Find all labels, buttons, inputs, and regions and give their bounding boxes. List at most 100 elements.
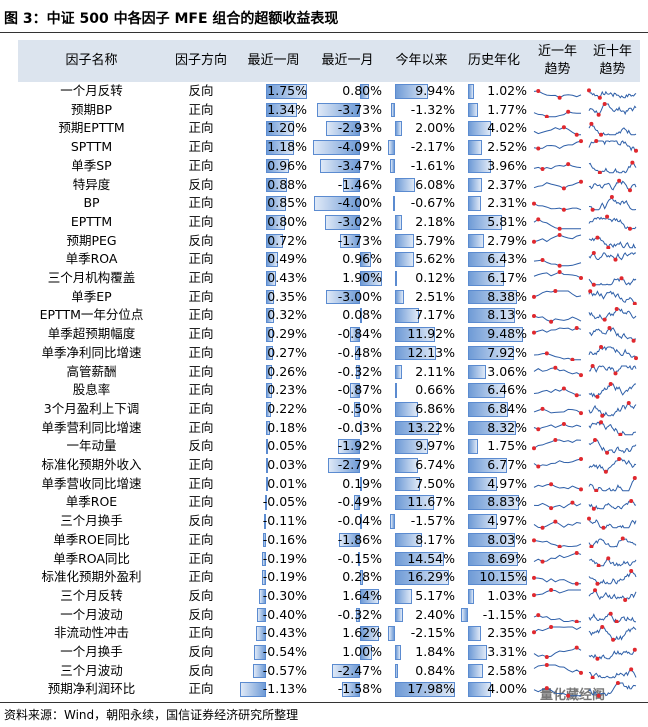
sparkline xyxy=(532,288,582,299)
value-cell: 0.96% xyxy=(342,251,382,267)
data-bar xyxy=(395,383,398,398)
factor-name: 三个月波动 xyxy=(60,662,123,678)
value-cell: -2.79% xyxy=(337,457,382,472)
data-bar xyxy=(467,495,520,511)
value-cell: -3.02% xyxy=(337,213,382,229)
factor-direction: 正向 xyxy=(188,550,214,566)
value-cell: 6.84% xyxy=(487,400,527,416)
data-bar xyxy=(395,214,403,230)
sparkline xyxy=(533,270,583,281)
data-bar xyxy=(395,289,404,305)
data-bar xyxy=(253,663,267,679)
data-bar xyxy=(467,383,506,398)
data-bar xyxy=(266,420,271,436)
header-cell: 近一年 xyxy=(537,44,577,59)
data-bar xyxy=(467,233,484,249)
data-bar xyxy=(263,514,267,529)
value-cell: -3.00% xyxy=(337,288,382,304)
factor-name: 非流动性冲击 xyxy=(53,625,129,641)
sparkline xyxy=(533,351,581,362)
value-cell: 6.08% xyxy=(415,176,455,192)
factor-direction: 反向 xyxy=(188,83,214,98)
value-cell: 8.69% xyxy=(487,550,527,566)
data-bar xyxy=(467,645,488,660)
data-bar xyxy=(395,271,398,286)
data-bar xyxy=(467,458,508,473)
data-bar xyxy=(359,514,362,529)
sparkline xyxy=(532,625,582,635)
factor-name: 单季EP xyxy=(71,288,112,304)
data-bar xyxy=(467,121,492,137)
sparkline xyxy=(588,536,637,549)
value-cell: 6.86% xyxy=(415,400,455,416)
data-bar xyxy=(395,682,455,698)
sparkline xyxy=(532,201,582,212)
value-cell: 6.74% xyxy=(415,457,455,472)
value-cell: 0.18% xyxy=(267,419,307,435)
data-bar xyxy=(266,121,295,137)
sparkline xyxy=(533,109,582,119)
sparkline xyxy=(533,457,583,469)
data-bar xyxy=(395,401,418,417)
factor-direction: 正向 xyxy=(188,457,214,472)
value-cell: -0.05% xyxy=(262,494,307,510)
factor-direction: 正向 xyxy=(188,569,214,585)
data-bar xyxy=(395,588,413,604)
data-bar xyxy=(467,663,483,679)
value-cell: 1.84% xyxy=(415,644,455,659)
value-cell: 13.22% xyxy=(407,419,455,435)
sparkline xyxy=(588,122,637,138)
factor-direction: 正向 xyxy=(188,344,214,360)
value-cell: -0.48% xyxy=(337,344,382,360)
value-cell: 1.02% xyxy=(487,83,527,98)
data-bar xyxy=(266,476,269,492)
value-cell: -0.49% xyxy=(337,494,382,510)
data-bar xyxy=(467,177,482,193)
data-bar xyxy=(266,177,287,193)
value-cell: -0.84% xyxy=(337,326,382,342)
factor-name: 单季SP xyxy=(71,157,112,173)
data-bar xyxy=(395,458,418,473)
data-bar xyxy=(395,420,440,436)
sparkline xyxy=(587,88,637,100)
factor-direction: 正向 xyxy=(188,494,214,510)
value-cell: 5.62% xyxy=(415,251,455,267)
data-bar xyxy=(389,158,396,174)
sparkline xyxy=(588,555,637,568)
value-cell: 2.31% xyxy=(487,195,527,211)
sparkline xyxy=(532,438,582,451)
data-bar xyxy=(360,252,372,267)
data-bar xyxy=(266,140,294,155)
data-bar xyxy=(259,588,267,604)
factor-direction: 正向 xyxy=(188,270,214,285)
data-bar xyxy=(261,570,267,585)
sparkline xyxy=(588,307,637,322)
factor-direction: 正向 xyxy=(188,157,214,173)
data-bar xyxy=(395,364,403,380)
sparkline xyxy=(532,232,582,244)
sparkline xyxy=(532,587,581,597)
sparkline xyxy=(533,421,582,431)
sparkline xyxy=(588,214,637,231)
sparkline xyxy=(588,647,637,661)
factor-direction: 反向 xyxy=(188,644,214,659)
data-bar xyxy=(461,607,468,623)
value-cell: 0.88% xyxy=(267,176,307,192)
factor-name: 单季营收同比增速 xyxy=(41,475,142,491)
title-rule xyxy=(0,32,648,33)
value-cell: -0.32% xyxy=(337,363,382,379)
data-bar xyxy=(327,458,361,473)
factor-name: 预期EPTTM xyxy=(58,120,125,136)
value-cell: 7.17% xyxy=(415,307,455,323)
sparkline xyxy=(587,516,637,530)
sparkline xyxy=(588,101,637,117)
data-bar xyxy=(354,345,361,361)
data-bar xyxy=(395,252,414,267)
value-cell: 8.03% xyxy=(487,531,527,547)
data-bar xyxy=(389,514,396,529)
value-cell: -0.43% xyxy=(262,625,307,641)
data-bar xyxy=(360,645,372,660)
factor-direction: 反向 xyxy=(188,606,214,622)
data-bar xyxy=(320,158,361,174)
